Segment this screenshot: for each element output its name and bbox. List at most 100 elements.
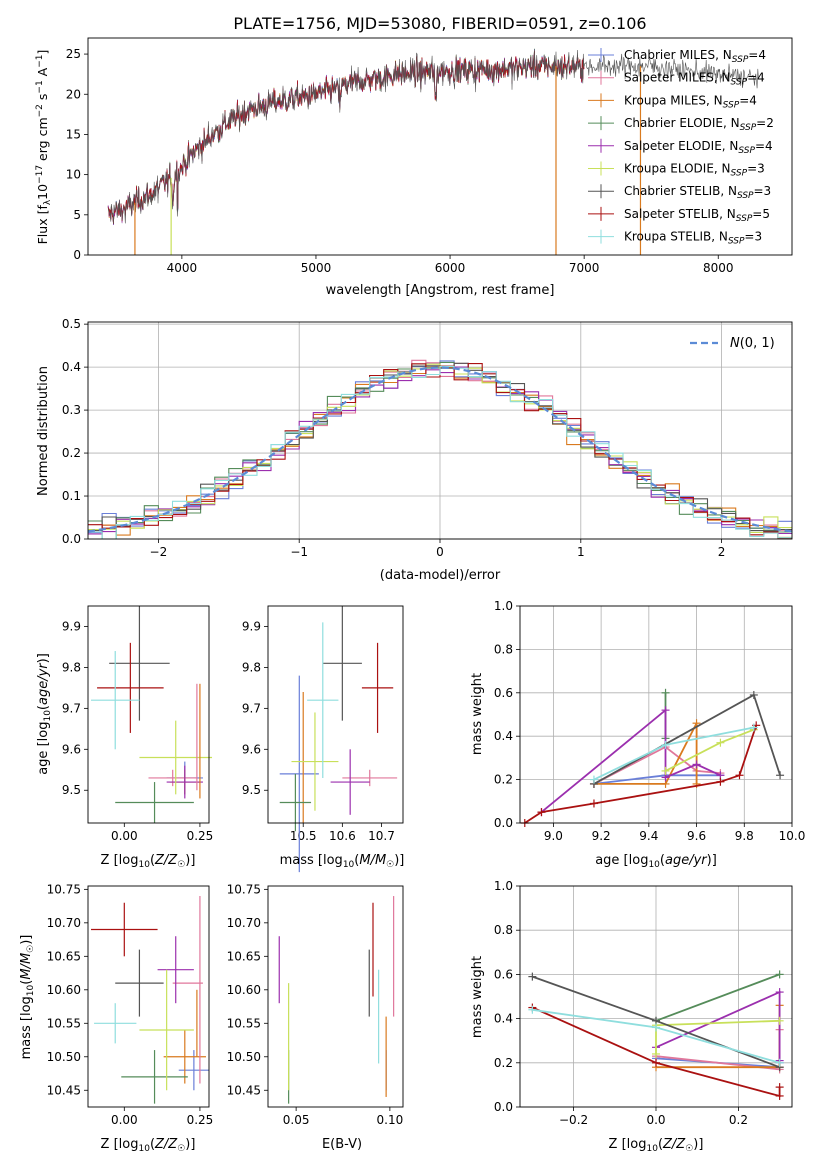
y-tick-label: 0.4 [494,729,513,743]
y-tick-label: 0.0 [494,1100,513,1114]
y-tick-label: 0.6 [494,686,513,700]
label-part: λ [43,199,53,205]
weight-line [532,1006,781,1098]
errorbar-point [291,712,339,811]
x-tick-label: 10.0 [779,829,806,843]
x-tick-label: −0.2 [559,1113,588,1127]
y-tick-label: 9.9 [242,619,261,633]
y-axis-label: age [log10(age/yr)] [36,653,53,775]
y-tick-label: 10.70 [227,916,261,930]
axes-mass_vs_Z: 0.00 0.25 10.45 10.50 10.55 10.60 10.65 10.70 10… [19,882,213,1154]
label-part: A [35,67,50,80]
label-part: ( [150,1137,155,1152]
legend-item: Chabrier STELIB, NSSP=3 [588,184,771,201]
legend-label: Kroupa MILES, NSSP=4 [624,93,757,110]
errorbar-point [139,969,194,1091]
legend-label: Chabrier ELODIE, NSSP=2 [624,116,774,133]
label-part: age/yr [36,662,51,705]
label-part: −2 [35,104,45,117]
label-part: N [730,336,740,351]
y-tick-label: 10.70 [47,916,81,930]
axes-frame [87,885,210,1108]
weight-line [593,745,721,785]
legend-item: Salpeter MILES, NSSP=4 [588,70,765,88]
label-part: Z [log [101,853,139,868]
legend: N(0, 1) [690,336,775,351]
label-part: SSP [738,146,755,156]
label-part: )] [36,653,51,663]
x-tick-label: 9.2 [592,829,611,843]
label-part: ] [35,50,50,55]
y-tick-label: 0.1 [62,489,81,503]
y-tick-label: 10.60 [227,983,261,997]
y-axis-label: Flux [fλ10−17 erg cm−2 s−1 A−1] [35,50,53,245]
x-tick-label: 6000 [435,261,466,275]
label-part: SSP [732,55,749,65]
label-part: =2 [756,116,774,130]
axes-frame [267,605,404,824]
label-part: Salpeter ELODIE, N [624,139,738,153]
x-tick-label: 2 [718,545,726,559]
y-tick-label: 0.4 [62,360,81,374]
label-part: ( [19,980,34,985]
y-tick-label: 0.4 [494,1012,513,1026]
label-part: 10 [26,984,36,996]
x-tick-label: 0.05 [283,1113,310,1127]
errorbar-point [109,606,170,721]
plot-area [107,48,759,255]
x-tick-label: 0 [436,545,444,559]
label-part: )] [707,853,717,868]
x-tick-label: 9.4 [639,829,658,843]
y-tick-label: 10.45 [227,1083,261,1097]
errorbar-point [307,622,339,778]
x-tick-label: 9.0 [544,829,563,843]
y-tick-label: 9.6 [242,742,261,756]
label-part: s [35,94,50,105]
label-part: M/M [359,853,386,868]
errorbar-point [361,642,394,733]
label-part: Z/Z [662,1137,686,1152]
y-tick-label: 25 [66,47,81,61]
x-axis-label: Z [log10(Z/Z☉)] [101,853,196,870]
label-part: ( [150,853,155,868]
x-tick-label: 0.2 [729,1113,748,1127]
y-tick-label: 9.7 [62,701,81,715]
label-part: Z [log [101,1137,139,1152]
y-tick-label: 9.8 [242,660,261,674]
label-part: −17 [35,165,45,184]
y-tick-label: 10.75 [47,882,81,896]
y-tick-label: 10.50 [227,1050,261,1064]
errorbar-point [91,902,158,957]
x-tick-label: 0.0 [646,1113,665,1127]
label-part: =4 [748,48,766,62]
label-part: 10 [35,184,50,200]
y-tick-label: 9.9 [62,619,81,633]
x-tick-label: 0.25 [187,1113,214,1127]
label-part: Z [log [609,1137,647,1152]
axes-frame [519,605,793,824]
y-tick-label: 15 [66,127,81,141]
x-axis-label: mass [log10(M/M☉)] [280,853,405,870]
y-axis-label: mass [log10(M/M☉)] [19,935,36,1060]
x-tick-label: 7000 [569,261,600,275]
errorbar-point [322,606,362,721]
label-part: =4 [739,93,757,107]
x-tick-label: 1 [577,545,585,559]
y-tick-label: 1.0 [494,879,513,893]
legend-item: Chabrier ELODIE, NSSP=2 [588,116,774,133]
y-tick-label: 0.0 [494,816,513,830]
axes-age_vs_mass: 10.5 10.6 10.7 9.5 9.6 9.7 9.8 9.9 mass [log10(M… [242,605,405,873]
label-part: Kroupa MILES, N [624,93,723,107]
errorbar-point [94,1003,137,1044]
label-part: Chabrier MILES, N [624,48,732,62]
errorbar-point [91,651,140,750]
label-part: age [log [595,853,648,868]
normal-reference-curve [87,366,793,533]
label-part: 10 [343,860,355,870]
label-part: SSP [731,169,748,179]
x-axis-label: (data-model)/error [380,568,501,583]
x-tick-label: 5000 [301,261,332,275]
label-part: =4 [755,139,773,153]
errorbar-point [115,782,194,823]
